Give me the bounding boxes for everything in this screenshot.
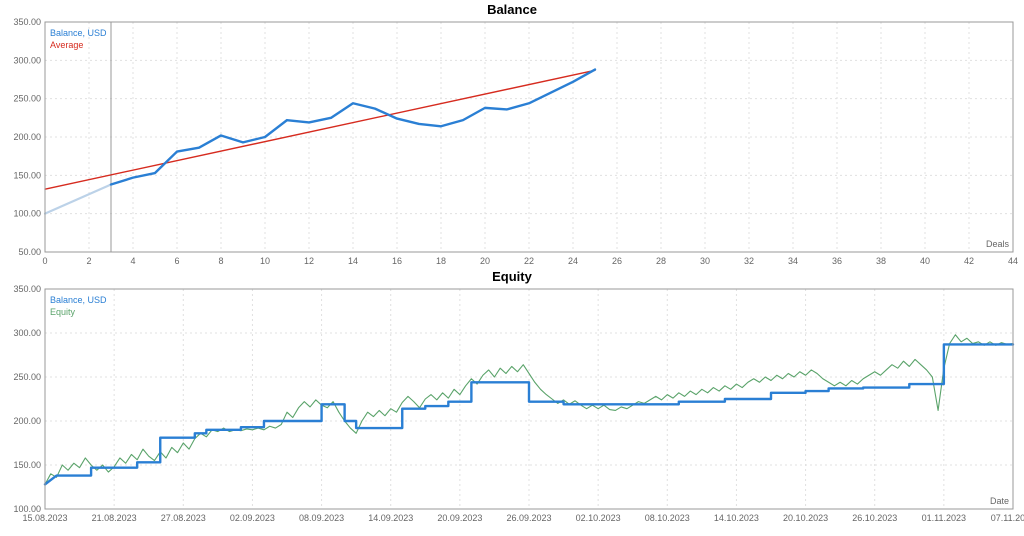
x-tick-label: 26 [612, 256, 622, 266]
x-tick-label: 21.08.2023 [92, 513, 137, 523]
equity-legend: Balance, USDEquity [50, 294, 107, 318]
x-tick-label: 8 [218, 256, 223, 266]
legend-item: Balance, USD [50, 294, 107, 306]
x-tick-label: 15.08.2023 [22, 513, 67, 523]
x-tick-label: 34 [788, 256, 798, 266]
y-tick-label: 350.00 [13, 17, 41, 27]
x-tick-label: 44 [1008, 256, 1018, 266]
x-tick-label: 08.09.2023 [299, 513, 344, 523]
x-tick-label: 38 [876, 256, 886, 266]
y-tick-label: 250.00 [13, 372, 41, 382]
x-tick-label: 18 [436, 256, 446, 266]
x-tick-label: 6 [174, 256, 179, 266]
x-tick-label: 26.10.2023 [852, 513, 897, 523]
y-tick-label: 300.00 [13, 328, 41, 338]
x-tick-label: 40 [920, 256, 930, 266]
y-tick-label: 350.00 [13, 284, 41, 294]
balance-plot: 50.00 100.00 150.00 200.00 250.00 300.00 350.0… [0, 17, 1024, 267]
equity-title: Equity [0, 267, 1024, 284]
legend-item: Average [50, 39, 107, 51]
y-tick-label: 150.00 [13, 170, 41, 180]
x-tick-label: 02.10.2023 [576, 513, 621, 523]
y-tick-label: 300.00 [13, 55, 41, 65]
x-tick-label: 30 [700, 256, 710, 266]
legend-item: Equity [50, 306, 107, 318]
x-tick-label: 27.08.2023 [161, 513, 206, 523]
y-tick-label: 100.00 [13, 209, 41, 219]
x-tick-label: 14 [348, 256, 358, 266]
x-tick-label: 24 [568, 256, 578, 266]
x-tick-label: 16 [392, 256, 402, 266]
x-tick-label: 2 [86, 256, 91, 266]
x-tick-label: 22 [524, 256, 534, 266]
x-axis-label: Deals [986, 239, 1010, 249]
x-tick-label: 20.09.2023 [437, 513, 482, 523]
x-tick-label: 07.11.2023 [991, 513, 1024, 523]
x-tick-label: 01.11.2023 [922, 513, 966, 523]
y-tick-label: 50.00 [18, 247, 41, 257]
x-tick-label: 14.09.2023 [368, 513, 413, 523]
equity-plot: 100.00150.00200.00250.00300.00350.0015.0… [0, 284, 1024, 530]
x-tick-label: 32 [744, 256, 754, 266]
x-tick-label: 10 [260, 256, 270, 266]
x-tick-label: 42 [964, 256, 974, 266]
x-tick-label: 4 [130, 256, 135, 266]
x-tick-label: 20 [480, 256, 490, 266]
x-tick-label: 36 [832, 256, 842, 266]
x-tick-label: 02.09.2023 [230, 513, 275, 523]
x-tick-label: 26.09.2023 [506, 513, 551, 523]
y-tick-label: 200.00 [13, 416, 41, 426]
y-tick-label: 250.00 [13, 94, 41, 104]
x-tick-label: 20.10.2023 [783, 513, 828, 523]
y-tick-label: 200.00 [13, 132, 41, 142]
x-tick-label: 08.10.2023 [645, 513, 690, 523]
legend-item: Balance, USD [50, 27, 107, 39]
balance-title: Balance [0, 0, 1024, 17]
x-tick-label: 0 [42, 256, 47, 266]
x-axis-label: Date [990, 496, 1009, 506]
x-tick-label: 12 [304, 256, 314, 266]
balance-legend: Balance, USDAverage [50, 27, 107, 51]
y-tick-label: 150.00 [13, 460, 41, 470]
x-tick-label: 14.10.2023 [714, 513, 759, 523]
x-tick-label: 28 [656, 256, 666, 266]
